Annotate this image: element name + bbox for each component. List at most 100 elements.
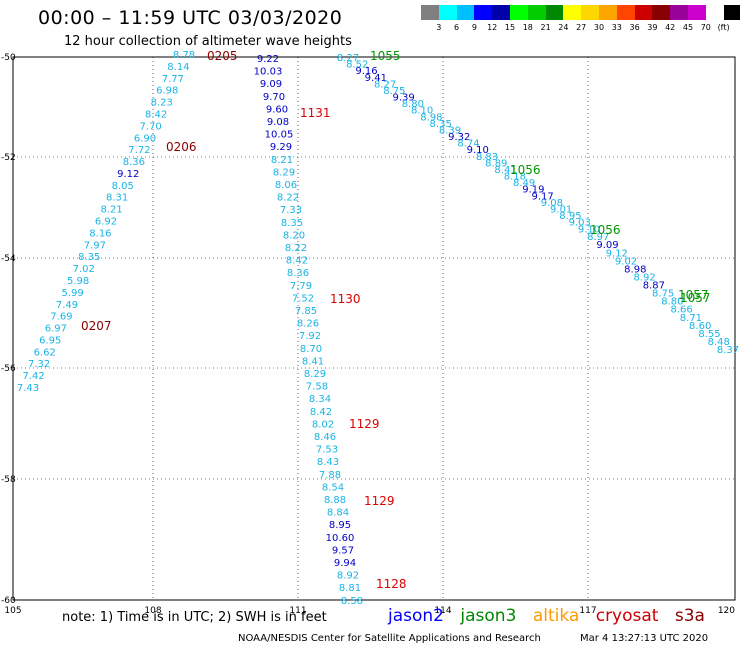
legend-swatch [581,5,599,20]
swh-value: 9.17 [532,191,554,202]
swh-value: 9.41 [365,73,387,84]
legend-label: 45 [682,23,694,32]
swh-value: 6.97 [45,324,67,335]
swh-value: 9.02 [615,256,637,267]
swh-value: 8.87 [643,281,665,292]
swh-value: 8.46 [314,432,336,443]
swh-value: 9.16 [355,66,377,77]
swh-value: 8.52 [346,60,368,71]
x-tick-label: 114 [434,606,451,616]
swh-value: 8.80 [402,99,424,110]
swh-value: 9.09 [596,240,618,251]
swh-value: 10.60 [326,533,355,544]
swh-value: 8.48 [708,337,730,348]
legend-label: 9 [471,23,477,32]
pass-time-label: 0207 [81,319,112,333]
swh-value: 8.05 [112,181,134,192]
swh-value: 8.97 [587,232,609,243]
swh-value: 8.75 [383,86,405,97]
swh-value: 8.21 [271,155,293,166]
swh-value: 10.03 [254,67,283,78]
swh-value: 8.66 [671,305,693,316]
swh-value: 8.41 [302,356,324,367]
swh-value: 9.19 [522,185,544,196]
swh-value: 8.92 [337,571,359,582]
swh-value: 8.22 [285,243,307,254]
swh-value: 8.27 [374,79,396,90]
swh-value: 9.09 [260,79,282,90]
swh-value: 5.98 [67,276,89,287]
wave-height-color-legend: 3 6 9 12 15 18 21 24 27 30 33 36 39 42 45 70 (ft) [421,5,740,35]
swh-value: 9.39 [392,93,414,104]
swh-value: 7.52 [292,293,314,304]
y-tick-label: -54 [1,254,16,264]
swh-value: 8.20 [283,230,305,241]
swh-value: 7.32 [28,359,50,370]
swh-value: 9.12 [606,248,628,259]
track-1128-1131: 9.2210.039.099.709.609.0810.059.298.218.… [254,54,407,607]
legend-label: 36 [629,23,640,32]
swh-value: 8.39 [439,125,461,136]
swh-value: 9.94 [334,558,356,569]
legend-label: 3 [436,23,442,32]
swh-value: 6.98 [156,86,178,97]
swh-value: 8.42 [310,407,332,418]
legend-label: 24 [558,23,569,32]
swh-value: 9.03 [569,218,591,229]
x-tick-label: 105 [4,606,21,616]
pass-time-label: 1131 [300,106,331,120]
swh-value: 8.78 [173,50,195,61]
swh-value: 9.08 [541,198,563,209]
swh-value: 7.42 [22,371,44,382]
pass-time-label: 0205 [207,49,238,63]
legend-labels: 3 6 9 12 15 18 21 24 27 30 33 36 39 42 45 70 (ft) [421,23,740,35]
swh-value: 8.35 [430,119,452,130]
swh-value: 7.88 [319,470,341,481]
swh-value: 9.10 [578,224,600,235]
pass-time-label: 1128 [376,577,407,591]
legend-swatch [652,5,671,20]
swh-value: 7.85 [295,306,317,317]
legend-swatch [492,5,510,20]
legend-label: 18 [522,23,533,32]
swh-value: 8.18 [504,172,526,183]
legend-swatch [563,5,582,20]
legend-swatch [527,5,546,20]
swh-value: 7.77 [162,74,184,85]
mission-jason3: jason3 [460,606,517,626]
swh-value: 8.74 [457,139,479,150]
legend-swatches [421,5,740,20]
legend-swatch [687,5,706,20]
swh-value: 8.92 [633,272,655,283]
pass-time-label: 0206 [166,140,197,154]
legend-label: 70 [700,23,711,32]
swh-value: 8.98 [624,264,646,275]
mission-altika: altika [532,606,580,626]
swh-value: 8.41 [494,165,516,176]
swh-value: 8.60 [689,321,711,332]
chart-subtitle: 12 hour collection of altimeter wave hei… [64,34,352,49]
mission-cryosat: cryosat [595,606,659,626]
swh-value: 8.29 [273,167,295,178]
swh-value: 8.95 [329,520,351,531]
pass-time-label: 1129 [364,494,395,508]
swh-value: 8.98 [420,112,442,123]
swh-value: 8.95 [559,211,581,222]
swh-value: 7.02 [73,264,95,275]
swh-value: 8.49 [513,178,535,189]
track-1055-1057: 8.278.529.169.418.278.759.398.808.108.98… [337,49,739,356]
swh-value: 8.42 [145,109,167,120]
swh-value: 7.72 [128,145,150,156]
swh-value: 7.79 [290,281,312,292]
legend-label: 30 [593,23,605,32]
mission-jason2: jason2 [388,606,444,626]
swh-value: 8.16 [89,228,111,239]
swh-value: 8.06 [275,180,297,191]
legend-label: 21 [540,23,551,32]
swh-value: 5.99 [61,288,83,299]
legend-swatch [474,5,493,20]
note-text: note: 1) Time is in UTC; 2) SWH is in fe… [62,610,327,625]
swh-value: 7.92 [299,331,321,342]
axis-labels: 105 108 111 114 117 120 -50 -52 -54 -56 -58 -60 [1,53,735,616]
